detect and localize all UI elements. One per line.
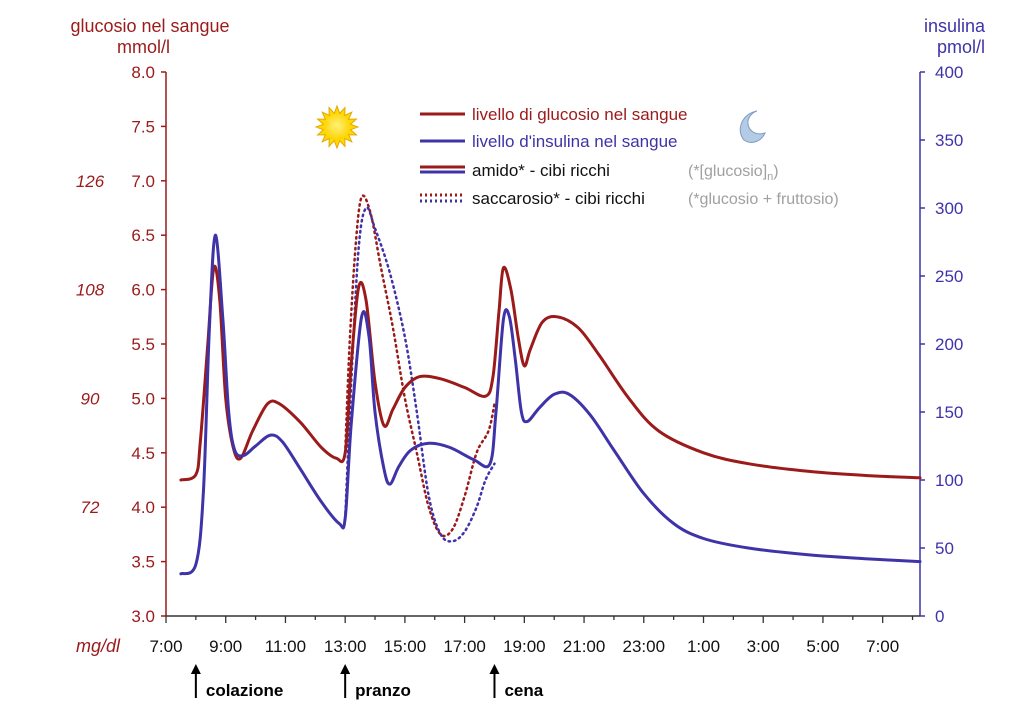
left-tick-label: 7.5: [131, 117, 155, 136]
x-tick-label: 17:00: [443, 637, 486, 656]
left-tick-label: 4.0: [131, 498, 155, 517]
x-tick-label: 7:00: [866, 637, 899, 656]
right-tick-label: 250: [935, 267, 963, 286]
mgdl-tick-label: 108: [76, 281, 105, 300]
series-line-glucose_sucrose: [343, 194, 496, 538]
up-arrow-icon: [340, 664, 351, 674]
left-secondary-ticks: 72 90 108 126: [76, 172, 105, 517]
x-tick-label: 15:00: [384, 637, 427, 656]
legend-starch-label: amido* - cibi ricchi: [472, 161, 610, 180]
left-axis-title: glucosio nel sangue: [70, 16, 229, 36]
left-tick-label: 7.0: [131, 172, 155, 191]
mgdl-tick-label: 126: [76, 172, 105, 191]
left-tick-label: 5.5: [131, 335, 155, 354]
meal-markers: colazione pranzo cena: [190, 664, 544, 700]
left-tick-label: 3.0: [131, 607, 155, 626]
legend-insulin-label: livello d'insulina nel sangue: [472, 132, 678, 151]
right-tick-label: 0: [935, 607, 944, 626]
meal-label: colazione: [206, 681, 283, 700]
secondary-unit-label: mg/dl: [76, 636, 121, 656]
series-line-insulin_sucrose: [343, 206, 496, 543]
x-tick-label: 9:00: [209, 637, 242, 656]
left-tick-label: 4.5: [131, 444, 155, 463]
starch-note-subscript: n: [767, 171, 773, 183]
up-arrow-icon: [489, 664, 500, 674]
left-tick-label: 3.5: [131, 553, 155, 572]
legend-sucrose-label: saccarosio* - cibi ricchi: [472, 189, 645, 208]
mgdl-tick-label: 90: [81, 389, 100, 408]
right-axis-unit: pmol/l: [937, 37, 985, 57]
right-axis-ticks: 0 50 100 150 200 250 300 350 400: [920, 63, 963, 626]
legend-sucrose-note: (*glucosio + fruttosio): [688, 191, 839, 208]
meal-label: cena: [504, 681, 543, 700]
right-tick-label: 350: [935, 131, 963, 150]
right-tick-label: 300: [935, 199, 963, 218]
starch-note-end: ): [773, 163, 778, 180]
x-tick-label: 23:00: [623, 637, 666, 656]
x-tick-label: 3:00: [747, 637, 780, 656]
right-tick-label: 50: [935, 539, 954, 558]
right-tick-label: 100: [935, 471, 963, 490]
right-tick-label: 150: [935, 403, 963, 422]
x-axis-ticks: 7:00 9:00 11:00 13:00 15:00 17:00 19:00 21:00 23…: [149, 616, 914, 656]
right-tick-label: 200: [935, 335, 963, 354]
series-line-glucose: [179, 264, 922, 482]
series-layer: [179, 194, 922, 576]
series-line-insulin: [179, 233, 922, 576]
left-tick-label: 6.0: [131, 281, 155, 300]
axes: [165, 72, 921, 617]
moon-icon: [739, 110, 766, 143]
left-axis-ticks: 3.0 3.5 4.0 4.5 5.0 5.5 6.0 6.5 7.0 7.5 8.0: [131, 63, 166, 626]
right-axis-title: insulina: [924, 16, 986, 36]
sun-disc: [324, 114, 350, 140]
x-tick-label: 11:00: [265, 637, 306, 656]
left-tick-label: 5.0: [131, 389, 155, 408]
left-tick-label: 8.0: [131, 63, 155, 82]
legend-starch-note: (*[glucosio]n): [688, 163, 779, 183]
x-tick-label: 1:00: [687, 637, 720, 656]
starch-note-text: (*[glucosio]: [688, 163, 767, 180]
right-tick-label: 400: [935, 63, 963, 82]
x-tick-label: 21:00: [563, 637, 606, 656]
x-tick-label: 13:00: [324, 637, 367, 656]
left-axis-unit: mmol/l: [117, 37, 170, 57]
x-tick-label: 5:00: [806, 637, 839, 656]
legend-glucose-label: livello di glucosio nel sangue: [472, 105, 687, 124]
legend: livello di glucosio nel sangue livello d…: [420, 105, 839, 208]
x-tick-label: 19:00: [503, 637, 546, 656]
left-tick-label: 6.5: [131, 226, 155, 245]
up-arrow-icon: [190, 664, 201, 674]
sun-icon: [314, 104, 360, 150]
meal-label: pranzo: [355, 681, 411, 700]
x-tick-label: 7:00: [149, 637, 182, 656]
mgdl-tick-label: 72: [81, 498, 100, 517]
